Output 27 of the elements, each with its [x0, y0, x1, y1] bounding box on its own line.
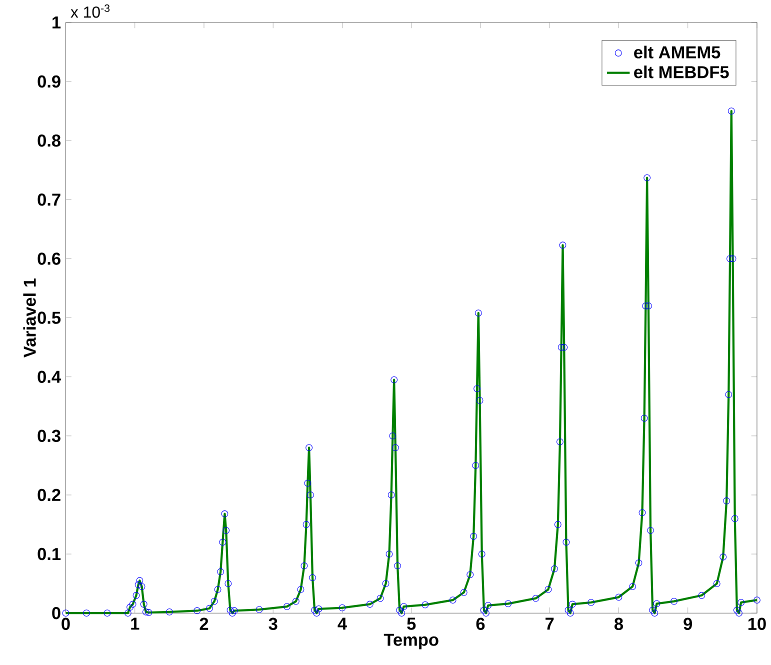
y-tick-label: 0.5: [38, 312, 61, 324]
x-tick-label: 2: [200, 618, 208, 630]
y-tick-label: 0.8: [38, 134, 61, 147]
x-tick-label: 3: [268, 618, 278, 630]
x-tick-label: 5: [407, 618, 416, 630]
y-tick-label: 0.6: [38, 252, 60, 265]
x-tick-label: 8: [614, 618, 624, 630]
y-tick-label: 0.7: [38, 194, 60, 206]
y-tick-label: 0.9: [38, 75, 60, 88]
x-axis-title: Tempo: [384, 634, 438, 650]
y-axis-title: Variavel 1: [23, 278, 36, 358]
y-tick-label: 0.2: [38, 488, 60, 502]
x-tick-label: 9: [684, 618, 692, 630]
x-tick-label: 6: [476, 618, 485, 630]
text: x 10$^{-3}$: [70, 4, 110, 18]
x-tick-label: 7: [546, 618, 554, 630]
x-tick-label: 0: [62, 618, 70, 630]
x-tick-label: 1: [131, 618, 140, 630]
legend-label: elt AMEM5: [634, 46, 720, 58]
y-tick-label: 0.3: [38, 430, 60, 442]
y-tick-label: 0: [52, 607, 60, 620]
x-tick-label: 4: [338, 618, 347, 630]
y-tick-label: 0.4: [38, 370, 61, 383]
x-tick-label: 10: [748, 618, 766, 630]
legend-label: elt MEBDF5: [634, 66, 729, 78]
y-tick-label: 1: [52, 16, 61, 28]
y-tick-label: 0.1: [38, 548, 61, 560]
